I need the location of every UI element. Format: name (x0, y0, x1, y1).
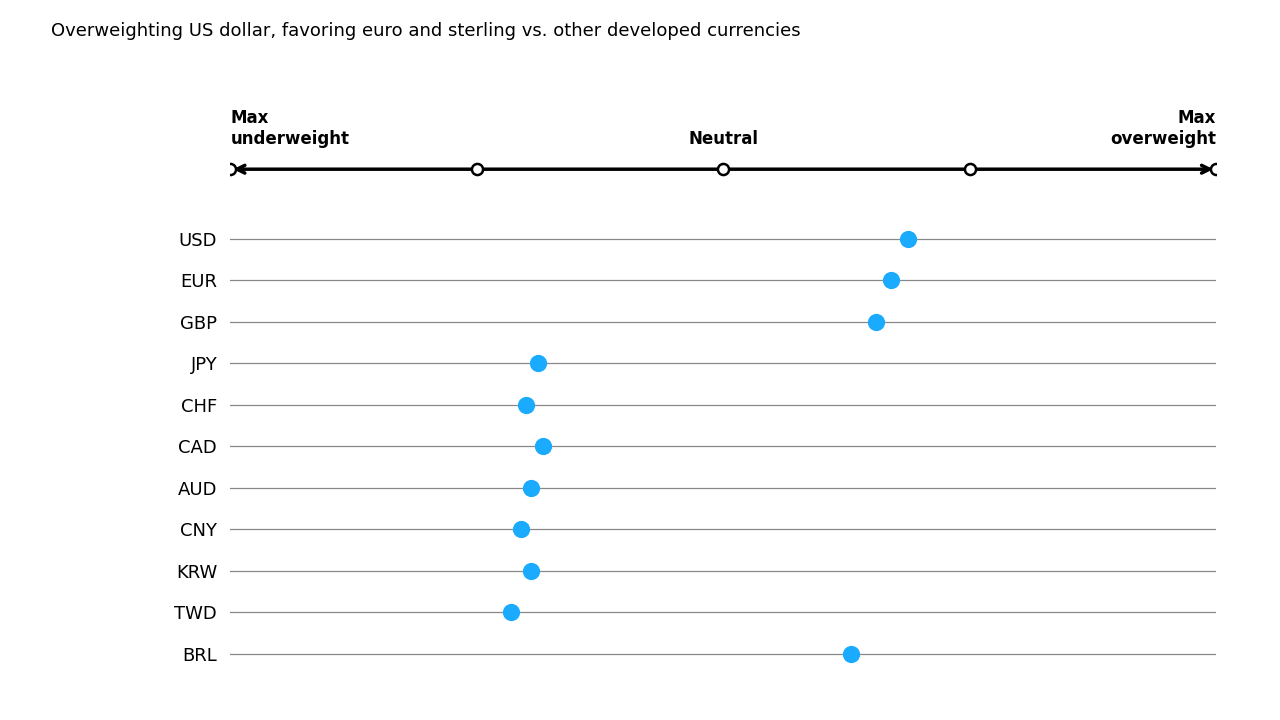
Point (897, 233, 918, 245)
Point (841, 648, 861, 660)
Point (511, 523, 531, 535)
Point (529, 358, 549, 369)
Point (521, 482, 541, 494)
Text: Overweighting US dollar, favoring euro and sterling vs. other developed currenci: Overweighting US dollar, favoring euro a… (51, 22, 801, 40)
Point (865, 316, 886, 328)
Point (881, 274, 901, 286)
Point (516, 399, 536, 410)
Point (532, 441, 553, 452)
Point (521, 565, 541, 577)
Text: Max
overweight: Max overweight (1110, 109, 1216, 148)
Text: Neutral: Neutral (689, 130, 758, 148)
Point (500, 607, 521, 618)
Text: Max
underweight: Max underweight (230, 109, 349, 148)
